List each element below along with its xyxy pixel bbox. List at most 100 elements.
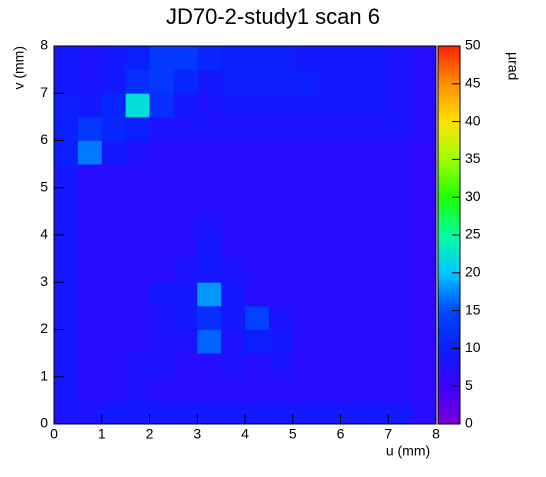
z-axis-label: µrad (505, 52, 521, 80)
heat-cell (412, 353, 437, 378)
heat-cell (77, 93, 103, 118)
heat-cell (197, 211, 222, 236)
heat-cell (245, 116, 270, 141)
heat-cell (292, 376, 318, 401)
z-tick-label: 15 (465, 301, 481, 317)
heat-cell (149, 211, 174, 236)
heat-cell (340, 353, 365, 378)
heat-cell (77, 116, 103, 141)
heat-cell (268, 164, 294, 189)
heat-cell (292, 235, 318, 260)
heat-cell (101, 211, 127, 236)
heat-cell (173, 329, 198, 354)
z-tick-label: 10 (465, 339, 481, 355)
heat-cell (364, 376, 389, 401)
z-tick-label: 25 (465, 226, 481, 242)
heat-cell (245, 235, 270, 260)
x-tick-label: 2 (146, 426, 154, 442)
heat-cell (268, 258, 294, 283)
y-tick-label: 3 (40, 273, 48, 289)
heat-cell (197, 400, 222, 425)
x-tick-label: 8 (432, 426, 440, 442)
heat-cell (173, 305, 198, 330)
z-tick-label: 0 (465, 415, 473, 431)
heat-cell (173, 164, 198, 189)
heat-cell (54, 282, 79, 307)
heat-cell (316, 211, 341, 236)
heat-cell (340, 46, 365, 71)
heat-cell (173, 140, 198, 165)
heat-cell (412, 93, 437, 118)
heat-cell (316, 46, 341, 71)
heat-cell (149, 353, 174, 378)
heat-cell (340, 329, 365, 354)
heat-cell (197, 282, 222, 307)
z-tick-label: 45 (465, 75, 481, 91)
heat-cell (364, 400, 389, 425)
heat-cell (340, 400, 365, 425)
heat-cell (364, 69, 389, 94)
heat-cell (412, 282, 437, 307)
heat-cell (316, 235, 341, 260)
heat-cell (364, 116, 389, 141)
heat-cell (316, 69, 341, 94)
heat-cell (197, 305, 222, 330)
heat-cell (125, 329, 150, 354)
heat-cell (173, 116, 198, 141)
heat-cell (101, 69, 127, 94)
heat-cell (316, 329, 341, 354)
z-tick-label: 5 (465, 377, 473, 393)
heat-cell (268, 329, 294, 354)
heat-cell (412, 164, 437, 189)
heat-cell (77, 258, 103, 283)
heat-cell (340, 258, 365, 283)
heat-cell (197, 329, 222, 354)
y-tick-label: 7 (40, 84, 48, 100)
heat-cell (388, 235, 413, 260)
heat-cell (54, 140, 79, 165)
heat-cell (221, 164, 246, 189)
heat-cell (149, 282, 174, 307)
heat-cell (173, 258, 198, 283)
heat-cell (412, 69, 437, 94)
heat-cell (292, 140, 318, 165)
heat-cell (173, 69, 198, 94)
heat-cell (197, 235, 222, 260)
heat-cell (412, 258, 437, 283)
heat-cell (245, 258, 270, 283)
heat-cell (101, 353, 127, 378)
heat-cell (340, 164, 365, 189)
heat-cell (412, 235, 437, 260)
heat-cell (125, 258, 150, 283)
heat-cell (316, 282, 341, 307)
heat-cell (292, 282, 318, 307)
heat-cell (125, 400, 150, 425)
heat-cell (77, 305, 103, 330)
heat-cell (245, 69, 270, 94)
heat-cell (245, 164, 270, 189)
heat-cell (268, 93, 294, 118)
y-tick-label: 6 (40, 131, 48, 147)
heat-cell (101, 93, 127, 118)
heat-cell (149, 69, 174, 94)
heat-cell (125, 140, 150, 165)
heat-cell (388, 376, 413, 401)
x-tick-label: 5 (289, 426, 297, 442)
heat-cell (340, 69, 365, 94)
heat-cell (245, 187, 270, 212)
heat-cell (101, 305, 127, 330)
heat-cell (173, 93, 198, 118)
y-tick-label: 1 (40, 367, 48, 383)
heat-cell (340, 282, 365, 307)
heat-cell (245, 282, 270, 307)
heat-cell (125, 282, 150, 307)
heat-cell (77, 282, 103, 307)
heat-cell (77, 329, 103, 354)
heat-cell (268, 69, 294, 94)
heat-cell (54, 376, 79, 401)
heat-cell (54, 329, 79, 354)
heat-cell (221, 353, 246, 378)
heat-cell (268, 46, 294, 71)
y-tick-label: 5 (40, 178, 48, 194)
heat-cell (149, 400, 174, 425)
